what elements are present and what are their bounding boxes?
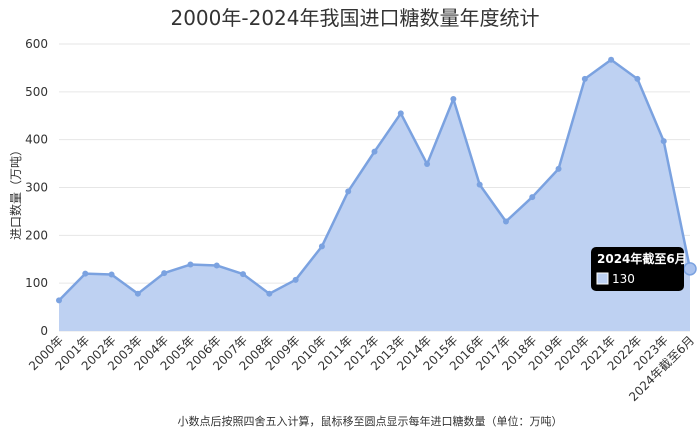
y-axis-label: 进口数量（万吨）: [8, 144, 23, 240]
area-fill: [59, 59, 690, 331]
data-point[interactable]: [581, 75, 588, 82]
data-point[interactable]: [240, 271, 247, 278]
y-tick-label: 0: [40, 324, 48, 338]
data-point[interactable]: [529, 194, 536, 201]
data-point[interactable]: [634, 75, 641, 82]
data-point[interactable]: [424, 161, 431, 168]
x-axis: 2000年2001年2002年2003年2004年2005年2006年2007年…: [26, 333, 697, 404]
data-point[interactable]: [213, 262, 220, 269]
data-point[interactable]: [56, 297, 62, 304]
data-point[interactable]: [502, 218, 509, 225]
footnote: 小数点后按照四舍五入计算，鼠标移至圆点显示每年进口糖数量（单位：万吨）: [178, 414, 563, 428]
data-point[interactable]: [161, 270, 168, 277]
tooltip-box: [591, 247, 684, 291]
y-tick-label: 400: [25, 133, 48, 147]
data-point[interactable]: [555, 165, 562, 172]
data-point[interactable]: [476, 181, 483, 188]
y-tick-label: 100: [25, 276, 48, 290]
data-point[interactable]: [345, 188, 352, 195]
data-point[interactable]: [450, 96, 457, 103]
tooltip-swatch: [596, 272, 609, 285]
chart-title: 2000年-2024年我国进口糖数量年度统计: [170, 6, 539, 30]
data-point[interactable]: [187, 261, 194, 268]
y-tick-label: 500: [25, 85, 48, 99]
y-tick-label: 600: [25, 37, 48, 51]
tooltip: 2024年截至6月 130: [591, 247, 687, 291]
data-point[interactable]: [108, 271, 115, 278]
y-tick-label: 200: [25, 228, 48, 242]
data-point[interactable]: [266, 290, 273, 297]
data-point[interactable]: [134, 290, 141, 297]
tooltip-title: 2024年截至6月: [597, 251, 687, 266]
data-point[interactable]: [318, 243, 325, 250]
data-point[interactable]: [608, 56, 615, 63]
data-point[interactable]: [82, 270, 89, 277]
data-point[interactable]: [660, 138, 667, 145]
data-point[interactable]: [371, 148, 378, 155]
tooltip-value: 130: [612, 272, 635, 286]
data-point[interactable]: [292, 276, 299, 283]
y-axis: 0 100 200 300 400 500 600: [25, 37, 48, 338]
y-tick-label: 300: [25, 181, 48, 195]
data-point[interactable]: [397, 110, 404, 117]
